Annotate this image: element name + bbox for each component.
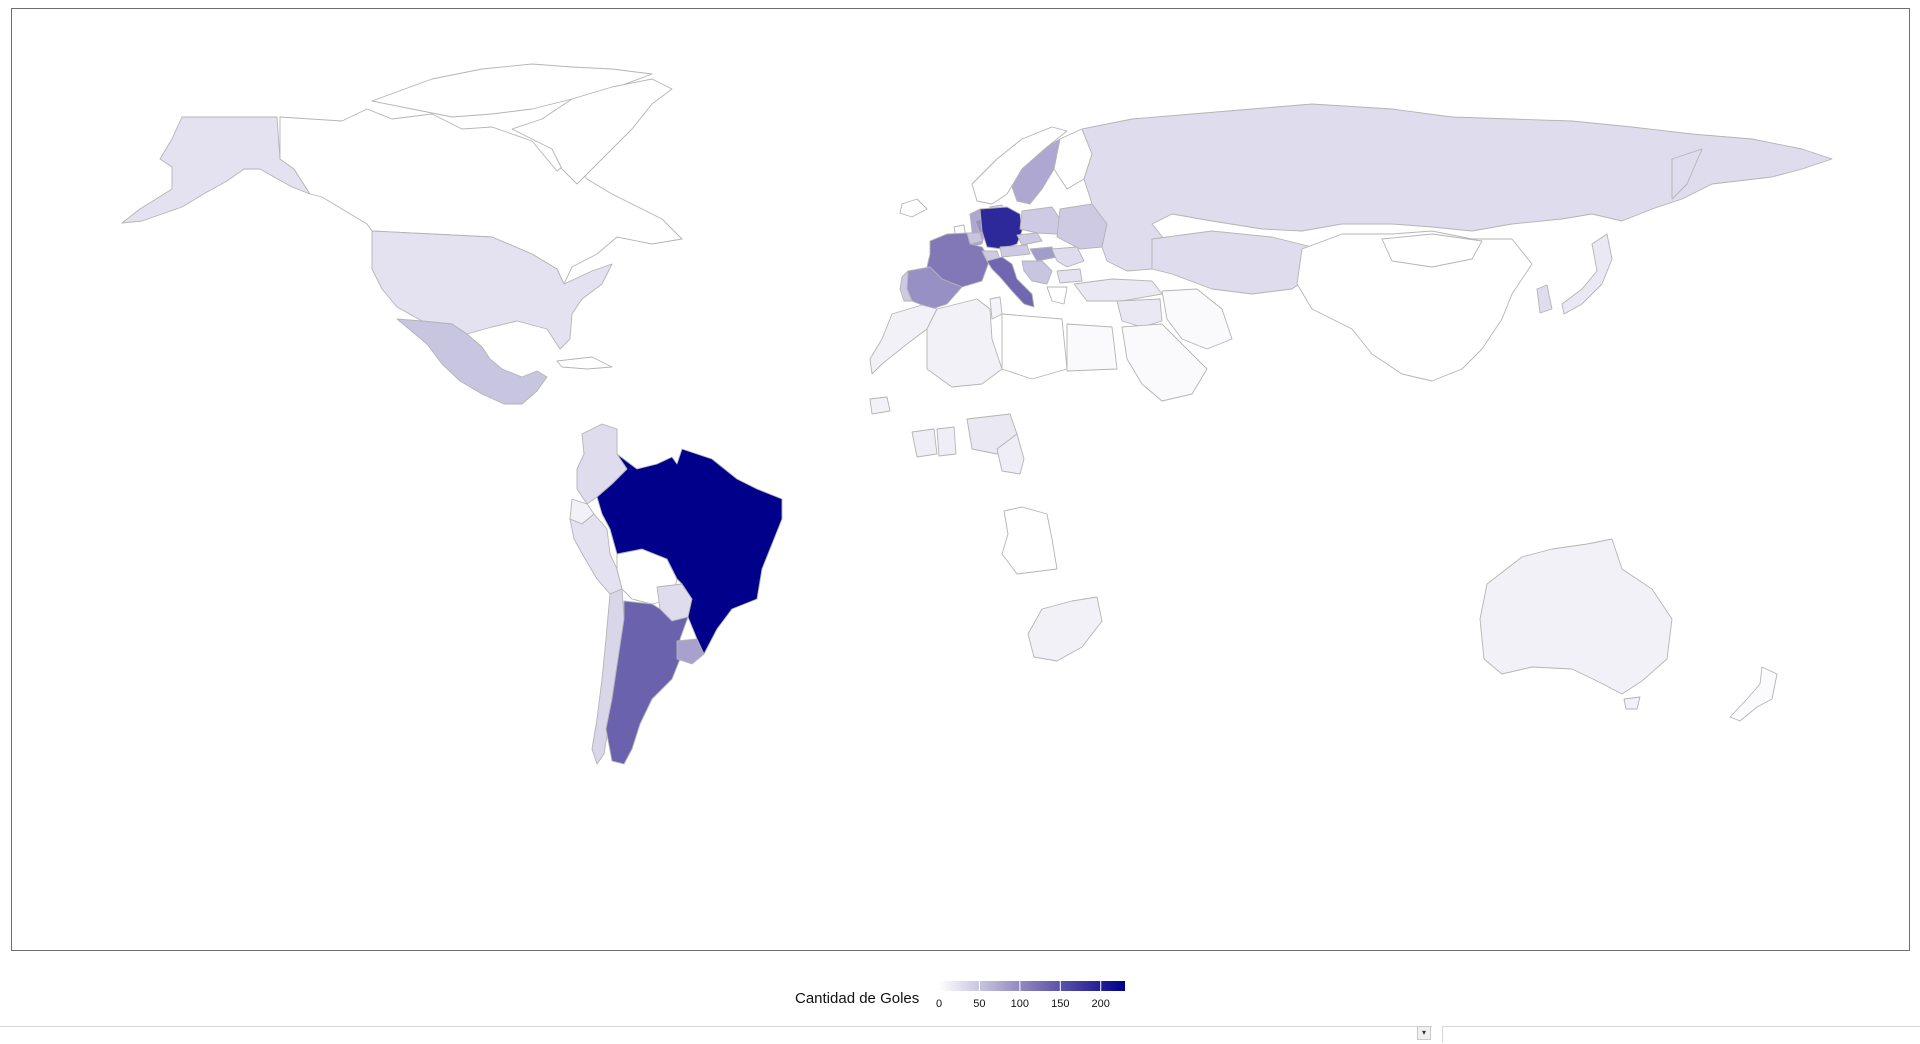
region-japan [1561,233,1613,315]
bottom-scrollbar-area: ▾ [0,1024,1920,1044]
region-bulgaria [1056,268,1083,284]
region-ghana [936,426,957,457]
region-mongolia [1381,233,1483,268]
world-choropleth-map [121,63,1833,765]
region-south-africa [1027,596,1103,662]
horizontal-scrollbar[interactable] [0,1026,1432,1042]
legend-tick-label: 0 [935,998,943,1010]
region-portugal [899,270,913,302]
legend: Cantidad de Goles 0 50 100 150 200 [795,978,1135,1018]
region-austria [999,244,1031,258]
region-romania [1051,246,1085,268]
region-canada [279,108,683,285]
region-greece [1046,286,1068,305]
region-usa [371,230,613,350]
region-cameroon [996,433,1025,475]
region-senegal [869,396,891,415]
region-poland [1019,206,1061,235]
region-angola [1001,506,1058,575]
legend-tick-label: 150 [1051,998,1070,1010]
legend-tick-label: 200 [1091,998,1110,1010]
region-italy [986,256,1035,308]
region-mexico [396,318,548,405]
legend-tick-labels: 0 50 100 150 200 [935,998,1139,1014]
region-algeria [926,298,1003,388]
region-morocco [869,304,938,375]
region-new-zealand [1729,666,1778,722]
region-czech [1016,232,1043,246]
region-arctic-islands [371,63,653,118]
region-yugoslavia [1021,260,1053,285]
region-saudi-arabia [1121,323,1208,402]
legend-title: Cantidad de Goles [795,990,920,1007]
region-tasmania [1623,696,1641,710]
region-argentina [605,600,689,765]
region-australia [1479,538,1673,695]
region-egypt [1066,323,1118,372]
region-korea [1536,284,1553,314]
region-caribbean [556,356,613,370]
region-ivory-coast [911,428,938,458]
region-libya [1001,313,1068,380]
region-tunisia [989,296,1003,320]
region-greenland [511,78,673,185]
region-china [1296,230,1533,382]
region-germany [979,206,1023,250]
region-iran [1161,288,1233,350]
legend-gradient-rect [939,981,1125,991]
region-turkey [1073,278,1163,302]
legend-color-bar [939,981,1125,991]
scroll-down-arrow-icon[interactable]: ▾ [1417,1026,1431,1040]
region-kamchatka [1671,148,1703,200]
secondary-panel-edge [1442,1026,1920,1042]
legend-tick-label: 50 [973,998,986,1010]
region-central-asia [1151,230,1323,295]
region-brazil [596,448,783,655]
region-levant [1116,298,1163,328]
region-uruguay [676,638,705,665]
region-russia [1081,103,1833,272]
region-france [926,232,991,288]
region-sweden [1011,138,1061,205]
map-panel [11,8,1910,951]
legend-tick-label: 100 [1010,998,1030,1010]
region-iceland [899,198,928,218]
